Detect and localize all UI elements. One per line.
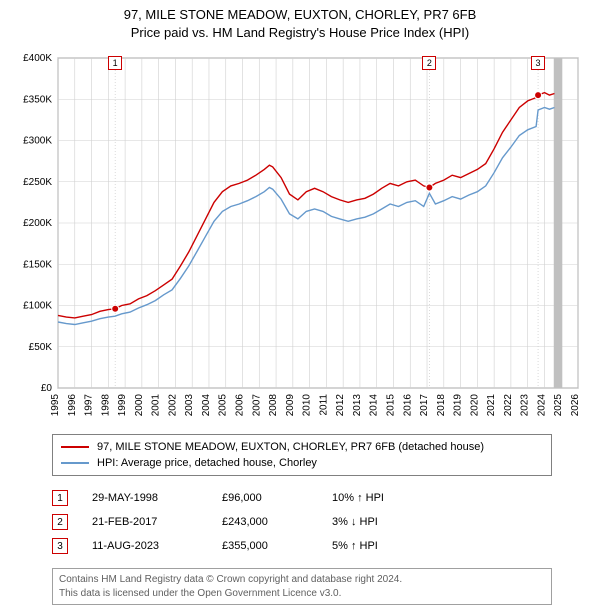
legend-row: HPI: Average price, detached house, Chor… <box>61 455 543 471</box>
transaction-diff: 10% ↑ HPI <box>332 492 452 504</box>
xtick-label: 2006 <box>235 394 246 417</box>
transaction-price: £243,000 <box>222 516 332 528</box>
xtick-label: 2022 <box>503 394 514 417</box>
transaction-price: £96,000 <box>222 492 332 504</box>
ytick-label: £100K <box>23 301 52 312</box>
transaction-diff: 5% ↑ HPI <box>332 540 452 552</box>
xtick-label: 2026 <box>570 394 581 417</box>
xtick-label: 2017 <box>419 394 430 417</box>
xtick-label: 2004 <box>201 394 212 417</box>
xtick-label: 1995 <box>50 394 61 417</box>
legend-label: HPI: Average price, detached house, Chor… <box>97 457 317 469</box>
xtick-label: 2013 <box>352 394 363 417</box>
xtick-label: 2014 <box>369 394 380 417</box>
marker-badge-2: 2 <box>422 56 436 70</box>
xtick-label: 2016 <box>402 394 413 417</box>
transaction-diff: 3% ↓ HPI <box>332 516 452 528</box>
ytick-label: £300K <box>23 136 52 147</box>
xtick-label: 2019 <box>453 394 464 417</box>
transaction-date: 21-FEB-2017 <box>92 516 222 528</box>
ytick-label: £400K <box>23 53 52 64</box>
ytick-label: £350K <box>23 95 52 106</box>
footer-line1: Contains HM Land Registry data © Crown c… <box>59 573 545 587</box>
xtick-label: 1996 <box>67 394 78 417</box>
xtick-label: 2021 <box>486 394 497 417</box>
xtick-label: 2015 <box>385 394 396 417</box>
xtick-label: 2025 <box>553 394 564 417</box>
xtick-label: 2020 <box>469 394 480 417</box>
transaction-badge: 3 <box>52 538 68 554</box>
ytick-label: £0 <box>41 383 53 394</box>
transaction-row: 1 29-MAY-1998£96,00010% ↑ HPI <box>52 486 552 510</box>
xtick-label: 1998 <box>100 394 111 417</box>
xtick-label: 2001 <box>151 394 162 417</box>
xtick-label: 2003 <box>184 394 195 417</box>
xtick-label: 2007 <box>251 394 262 417</box>
xtick-label: 2023 <box>520 394 531 417</box>
xtick-label: 2005 <box>218 394 229 417</box>
title-block: 97, MILE STONE MEADOW, EUXTON, CHORLEY, … <box>10 6 590 42</box>
transaction-row: 3 11-AUG-2023£355,0005% ↑ HPI <box>52 534 552 558</box>
transaction-badge: 1 <box>52 490 68 506</box>
legend-box: 97, MILE STONE MEADOW, EUXTON, CHORLEY, … <box>52 434 552 476</box>
ytick-label: £200K <box>23 218 52 229</box>
title-line1: 97, MILE STONE MEADOW, EUXTON, CHORLEY, … <box>10 6 590 24</box>
chart-area: £0 £50K £100K £150K £200K £250K £300K £350K £400… <box>10 48 590 428</box>
ytick-label: £150K <box>23 260 52 271</box>
legend-label: 97, MILE STONE MEADOW, EUXTON, CHORLEY, … <box>97 441 484 453</box>
xtick-label: 2024 <box>536 394 547 417</box>
xtick-label: 2000 <box>134 394 145 417</box>
legend-swatch <box>61 446 89 448</box>
transactions-table: 1 29-MAY-1998£96,00010% ↑ HPI 2 21-FEB-2017… <box>52 486 552 558</box>
transaction-badge: 2 <box>52 514 68 530</box>
marker-badge-3: 3 <box>531 56 545 70</box>
xtick-label: 1999 <box>117 394 128 417</box>
ytick-label: £50K <box>29 342 53 353</box>
xtick-label: 2018 <box>436 394 447 417</box>
xtick-label: 2009 <box>285 394 296 417</box>
legend-row: 97, MILE STONE MEADOW, EUXTON, CHORLEY, … <box>61 439 543 455</box>
chart-container: 97, MILE STONE MEADOW, EUXTON, CHORLEY, … <box>0 0 600 613</box>
chart-svg: £0 £50K £100K £150K £200K £250K £300K £350K £400… <box>10 48 590 428</box>
footer-box: Contains HM Land Registry data © Crown c… <box>52 568 552 605</box>
footer-line2: This data is licensed under the Open Gov… <box>59 587 545 601</box>
xtick-label: 1997 <box>84 394 95 417</box>
xtick-label: 2010 <box>302 394 313 417</box>
legend-swatch <box>61 462 89 464</box>
xtick-label: 2011 <box>318 394 329 416</box>
xtick-label: 2008 <box>268 394 279 417</box>
marker-badge-1: 1 <box>108 56 122 70</box>
xtick-label: 2012 <box>335 394 346 417</box>
title-line2: Price paid vs. HM Land Registry's House … <box>10 24 590 42</box>
transaction-row: 2 21-FEB-2017£243,0003% ↓ HPI <box>52 510 552 534</box>
transaction-date: 29-MAY-1998 <box>92 492 222 504</box>
transaction-date: 11-AUG-2023 <box>92 540 222 552</box>
ytick-label: £250K <box>23 177 52 188</box>
transaction-price: £355,000 <box>222 540 332 552</box>
xtick-label: 2002 <box>167 394 178 417</box>
